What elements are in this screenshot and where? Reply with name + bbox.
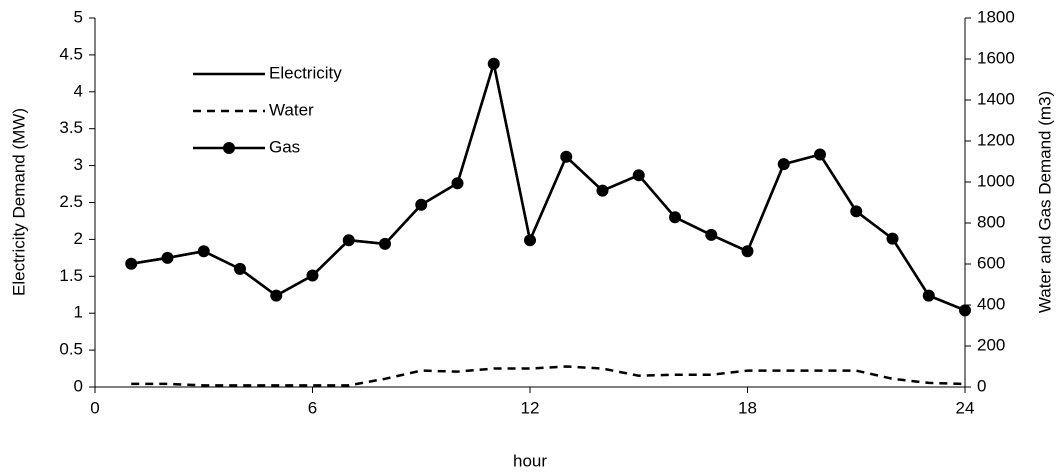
y-tick-label: 1.5 [59, 266, 83, 285]
y2-tick-label: 800 [977, 212, 1005, 231]
point [560, 150, 573, 163]
point [850, 205, 863, 218]
y-tick-label: 4.5 [59, 44, 83, 63]
y2-axis-label: Water and Gas Demand (m3) [1035, 91, 1054, 313]
point [922, 289, 935, 302]
point [234, 262, 246, 275]
point [125, 257, 138, 270]
y-tick-label: 2 [74, 229, 83, 248]
y-tick-label: 0.5 [59, 340, 83, 359]
y2-tick-label: 400 [977, 294, 1005, 313]
point [959, 304, 971, 317]
x-tick-label: 6 [308, 398, 317, 417]
x-tick-label: 12 [521, 398, 540, 417]
y-tick-label: 5 [74, 7, 83, 26]
point [705, 228, 718, 241]
point [669, 211, 681, 224]
point [270, 289, 283, 302]
y-tick-label: 2.5 [59, 192, 83, 211]
y2-tick-label: 0 [977, 376, 986, 395]
y2-tick-label: 200 [977, 335, 1005, 354]
y-tick-label: 1 [74, 303, 83, 322]
point [487, 57, 500, 70]
x-axis-label: hour [513, 451, 547, 470]
point [415, 198, 428, 211]
point [342, 234, 355, 247]
series-line [131, 365, 966, 387]
x-tick-label: 24 [956, 398, 975, 417]
point [596, 184, 609, 197]
x-tick-label: 0 [90, 398, 99, 417]
point [814, 148, 826, 161]
y-tick-label: 3 [74, 155, 83, 174]
point [451, 177, 464, 190]
legend-label: Electricity [269, 63, 342, 82]
y2-tick-label: 1200 [977, 130, 1015, 149]
legend-label: Water [269, 100, 314, 119]
series-line [131, 63, 966, 312]
y2-tick-label: 1800 [977, 7, 1015, 26]
point [524, 234, 536, 247]
point [632, 169, 645, 182]
y2-tick-label: 600 [977, 253, 1005, 272]
y-tick-label: 0 [74, 376, 83, 395]
legend-label: Gas [269, 137, 300, 156]
point [197, 245, 210, 258]
y2-tick-label: 1400 [977, 89, 1015, 108]
point [777, 158, 790, 171]
legend-marker [223, 142, 235, 154]
point [161, 251, 174, 264]
y-tick-label: 4 [74, 81, 83, 100]
y2-tick-label: 1600 [977, 48, 1015, 67]
y2-tick-label: 1000 [977, 171, 1015, 190]
x-tick-label: 18 [738, 398, 757, 417]
y-axis-label: Electricity Demand (MW) [9, 108, 28, 296]
point [886, 232, 899, 245]
point [306, 269, 319, 282]
y-tick-label: 3.5 [59, 118, 83, 137]
point [741, 245, 754, 258]
point [379, 237, 391, 250]
